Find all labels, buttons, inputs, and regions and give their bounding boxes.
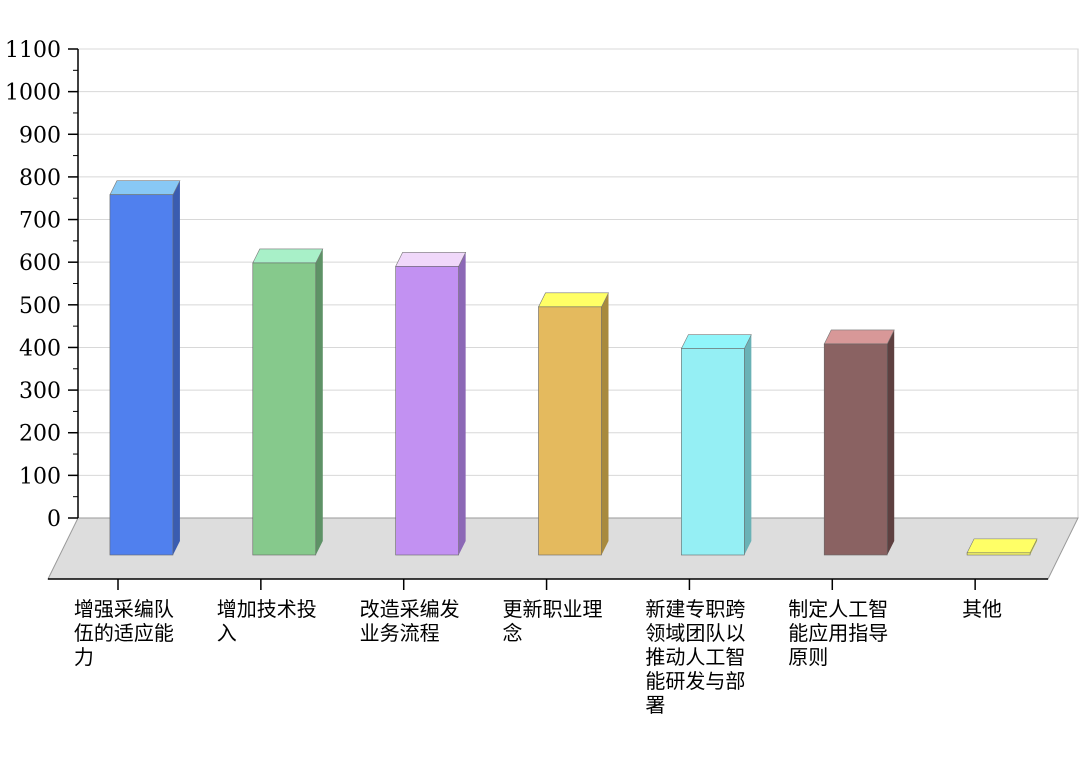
y-tick-label: 600 [19, 251, 61, 276]
y-tick-label: 700 [19, 209, 61, 234]
x-axis-ticks [117, 579, 976, 590]
x-tick-label: 新建专职跨领域团队以推动人工智能研发与部署 [645, 597, 746, 717]
bar [538, 306, 602, 556]
bar [252, 262, 317, 556]
bar-top [680, 334, 752, 349]
bars [109, 180, 1038, 556]
bar-top [109, 180, 181, 196]
bar-top [823, 329, 895, 345]
y-tick-label: 900 [19, 123, 61, 148]
y-tick-label: 300 [19, 379, 61, 404]
x-tick-label: 制定人工智能应用指导原则 [788, 597, 889, 669]
bar-top [538, 292, 609, 308]
x-tick-label: 增强采编队伍的适应能力 [73, 597, 174, 669]
bar [395, 266, 459, 556]
x-tick-label: 改造采编发业务流程 [359, 597, 460, 645]
y-tick-label: 200 [19, 422, 61, 447]
y-tick-label: 1000 [5, 81, 61, 106]
bar-top [966, 538, 1038, 554]
bar-side [887, 329, 895, 555]
bar-top [252, 248, 324, 264]
bar [823, 343, 888, 556]
bar-side [458, 252, 466, 556]
bar-side [172, 180, 180, 556]
bar-side [744, 334, 752, 555]
y-axis-ticks: 0 100 200 300 400 500 600 700 800 900 1000 1100 [5, 38, 78, 532]
bar-side [315, 248, 323, 555]
bar [681, 348, 745, 556]
y-tick-label: 1100 [5, 38, 61, 63]
y-tick-label: 400 [19, 336, 61, 361]
bar [109, 194, 174, 556]
y-tick-label: 100 [19, 464, 61, 489]
bar [966, 552, 1031, 556]
x-tick-label: 增加技术投入 [216, 597, 317, 645]
bar-side [601, 292, 609, 555]
x-tick-label: 更新职业理念 [502, 597, 603, 645]
y-tick-label: 0 [47, 507, 61, 532]
y-tick-label: 800 [19, 166, 61, 191]
x-tick-label: 其他 [962, 597, 1003, 621]
y-tick-label: 500 [19, 294, 61, 319]
bar-top [395, 252, 467, 267]
